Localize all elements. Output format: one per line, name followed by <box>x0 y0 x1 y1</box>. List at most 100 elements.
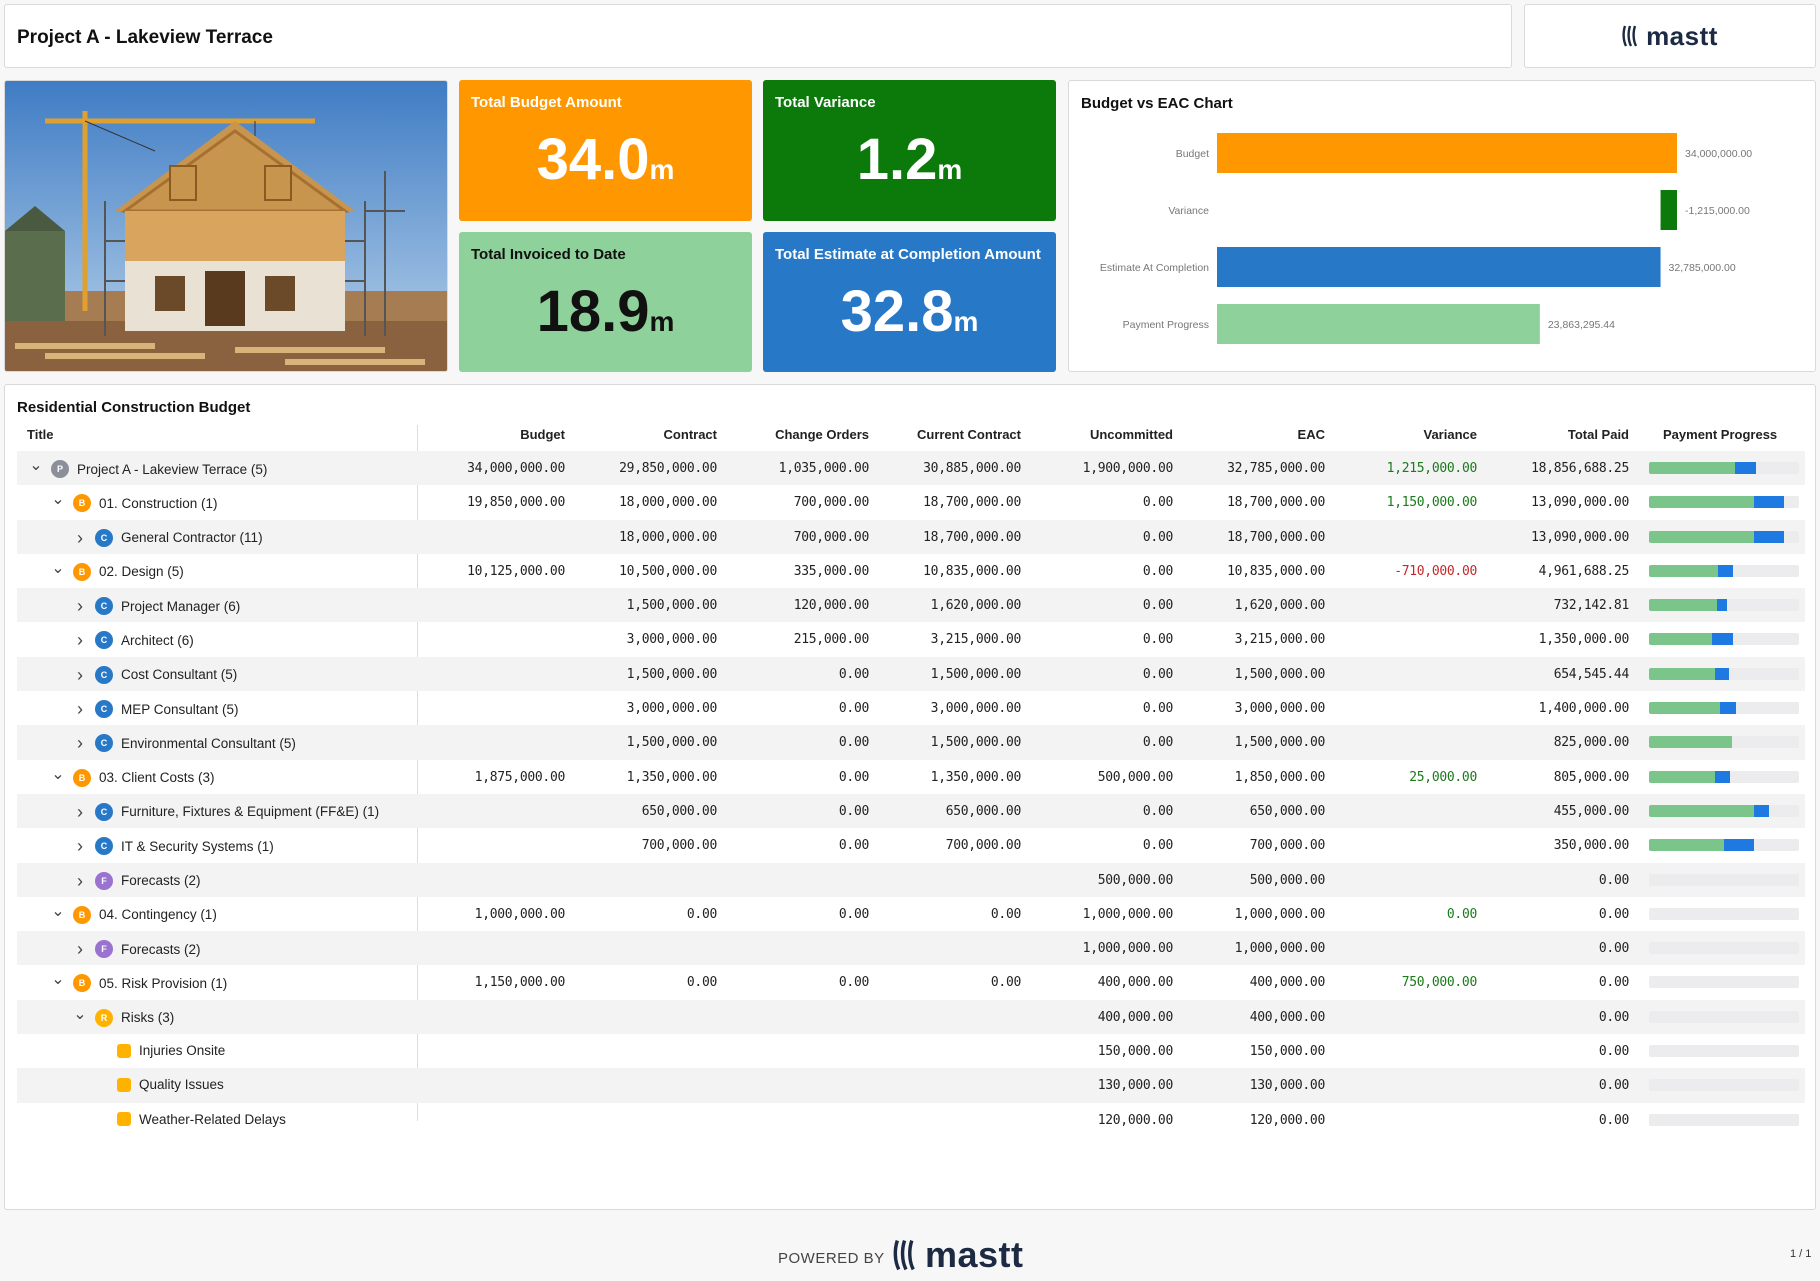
table-row[interactable]: › C Furniture, Fixtures & Equipment (FF&E)… <box>17 793 1805 829</box>
chevron-down-icon[interactable]: ⌄ <box>51 491 65 509</box>
col-payment-progress[interactable]: Payment Progress <box>1663 427 1778 442</box>
kpi-unit: m <box>649 154 675 185</box>
cell-eac: 1,500,000.00 <box>1234 735 1326 751</box>
table-row[interactable]: › C General Contractor (11) 18,000,000.00 70… <box>17 519 1805 554</box>
table-row[interactable]: › C Architect (6) 3,000,000.00 215,000.00 3,2… <box>17 622 1805 656</box>
cell-co: 335,000.00 <box>793 563 870 579</box>
col-title[interactable]: Title <box>27 427 54 442</box>
chart-category-label: Payment Progress <box>1123 319 1209 331</box>
chevron-down-icon[interactable]: ⌄ <box>51 765 65 783</box>
chart-bar[interactable] <box>1217 247 1661 287</box>
cell-paid: 18,856,688.25 <box>1531 461 1629 476</box>
row-type-badge-icon: C <box>95 631 113 650</box>
payment-progress-bar <box>1649 873 1799 886</box>
chevron-right-icon[interactable]: › <box>77 699 83 720</box>
table-row[interactable]: › C Environmental Consultant (5) 1,500,000.… <box>17 725 1805 760</box>
chevron-right-icon[interactable]: › <box>77 870 83 891</box>
title-bar: Project A - Lakeview Terrace <box>4 4 1512 68</box>
col-contract[interactable]: Contract <box>663 427 717 442</box>
payment-progress-bar <box>1649 942 1799 955</box>
chevron-down-icon[interactable]: ⌄ <box>73 1005 87 1023</box>
payment-progress-bar <box>1649 1010 1799 1023</box>
row-title: Environmental Consultant (5) <box>121 735 296 751</box>
payment-progress-bar <box>1649 1045 1799 1058</box>
kpi-label: Total Estimate at Completion Amount <box>775 246 1041 263</box>
cell-cc: 1,620,000.00 <box>930 598 1022 614</box>
chevron-right-icon[interactable]: › <box>77 664 83 685</box>
chevron-right-icon[interactable]: › <box>77 836 83 857</box>
cell-budget: 19,850,000.00 <box>467 495 565 511</box>
cell-unc: 0.00 <box>1142 632 1173 648</box>
row-title: 02. Design (5) <box>99 564 184 580</box>
chevron-right-icon[interactable]: › <box>77 527 83 548</box>
project-photo <box>4 80 448 372</box>
chevron-right-icon[interactable]: › <box>77 733 83 754</box>
cell-unc: 0.00 <box>1142 563 1173 579</box>
chevron-down-icon[interactable]: ⌄ <box>29 457 43 474</box>
chart-bar[interactable] <box>1217 304 1540 344</box>
row-title: IT & Security Systems (1) <box>121 838 274 854</box>
table-row[interactable]: ⌄ R Risks (3) 400,000.00 400,000.00 0.00 <box>17 999 1805 1035</box>
table-row[interactable]: › C Cost Consultant (5) 1,500,000.00 0.00 1,5… <box>17 656 1805 692</box>
payment-progress-bar <box>1649 530 1799 543</box>
chevron-right-icon[interactable]: › <box>77 630 83 651</box>
table-row[interactable]: ⌄ P Project A - Lakeview Terrace (5) 34,000… <box>17 451 1805 486</box>
row-title: 03. Client Costs (3) <box>99 770 215 786</box>
kpi-number: 32.8 <box>840 279 954 344</box>
row-title: Quality Issues <box>139 1077 224 1093</box>
chevron-right-icon[interactable]: › <box>77 596 83 617</box>
payment-progress-bar <box>1649 702 1799 715</box>
chevron-down-icon[interactable]: ⌄ <box>51 559 65 577</box>
table-row[interactable]: Quality Issues 130,000.00 130,000.00 0.00 <box>17 1068 1805 1103</box>
table-row[interactable]: › F Forecasts (2) 1,000,000.00 1,000,000.00 0… <box>17 931 1805 966</box>
chevron-down-icon[interactable]: ⌄ <box>51 902 65 920</box>
progress-paid-fill <box>1649 599 1717 612</box>
table-row[interactable]: › C IT & Security Systems (1) 700,000.00 0.0… <box>17 828 1805 862</box>
cell-unc: 500,000.00 <box>1097 769 1174 785</box>
table-row[interactable]: › F Forecasts (2) 500,000.00 500,000.00 0.00 <box>17 862 1805 897</box>
cell-cc: 10,835,000.00 <box>923 563 1021 579</box>
chevron-down-icon[interactable]: ⌄ <box>51 971 65 989</box>
cell-budget: 34,000,000.00 <box>467 461 565 476</box>
chevron-right-icon[interactable]: › <box>77 939 83 960</box>
table-row[interactable]: Weather-Related Delays 120,000.00 120,000.… <box>17 1103 1805 1137</box>
chart-bar[interactable] <box>1217 133 1677 173</box>
col-current-contract[interactable]: Current Contract <box>916 427 1021 442</box>
table-row[interactable]: Injuries Onsite 150,000.00 150,000.00 0.00 <box>17 1034 1805 1068</box>
cell-co: 0.00 <box>838 666 869 682</box>
row-title-cell: › C Furniture, Fixtures & Equipment (FF&E)… <box>73 801 379 822</box>
chart-bar[interactable] <box>1660 190 1677 230</box>
cell-contract: 18,000,000.00 <box>619 529 717 545</box>
cell-co: 0.00 <box>838 769 869 785</box>
col-change-orders[interactable]: Change Orders <box>775 427 869 442</box>
table-row[interactable]: ⌄ B 04. Contingency (1) 1,000,000.00 0.00 0.0… <box>17 897 1805 931</box>
table-row[interactable]: ⌄ B 02. Design (5) 10,125,000.00 10,500,000.… <box>17 554 1805 588</box>
col-budget[interactable]: Budget <box>520 427 565 442</box>
risk-item-icon <box>117 1077 131 1092</box>
kpi-total-variance: Total Variance 1.2m <box>763 80 1056 221</box>
cell-co: 700,000.00 <box>793 529 870 545</box>
row-title: Forecasts (2) <box>121 941 201 957</box>
cell-paid: 13,090,000.00 <box>1531 529 1629 545</box>
mastt-logo: mastt <box>1622 21 1718 52</box>
cell-budget: 1,150,000.00 <box>474 975 566 991</box>
row-title-cell: ⌄ R Risks (3) <box>73 1005 174 1027</box>
cell-co: 0.00 <box>838 838 869 854</box>
col-uncommitted[interactable]: Uncommitted <box>1089 427 1173 442</box>
table-row[interactable]: › C Project Manager (6) 1,500,000.00 120,000… <box>17 588 1805 623</box>
cell-eac: 32,785,000.00 <box>1227 461 1325 476</box>
chevron-right-icon[interactable]: › <box>77 801 83 822</box>
col-total-paid[interactable]: Total Paid <box>1567 427 1629 442</box>
table-row[interactable]: ⌄ B 03. Client Costs (3) 1,875,000.00 1,350,… <box>17 760 1805 794</box>
house-under-construction-image <box>5 81 447 371</box>
cell-cc: 30,885,000.00 <box>923 461 1021 476</box>
progress-committed-fill <box>1754 530 1784 543</box>
row-title-cell: › C MEP Consultant (5) <box>73 699 239 720</box>
kpi-total-eac: Total Estimate at Completion Amount 32.8… <box>763 232 1056 372</box>
table-row[interactable]: › C MEP Consultant (5) 3,000,000.00 0.00 3,00… <box>17 691 1805 725</box>
col-variance[interactable]: Variance <box>1423 427 1478 442</box>
col-eac[interactable]: EAC <box>1297 427 1325 442</box>
table-row[interactable]: ⌄ B 01. Construction (1) 19,850,000.00 18,00… <box>17 485 1805 519</box>
table-row[interactable]: ⌄ B 05. Risk Provision (1) 1,150,000.00 0.00… <box>17 965 1805 999</box>
table-body: ⌄ P Project A - Lakeview Terrace (5) 34,000… <box>17 451 1805 1137</box>
